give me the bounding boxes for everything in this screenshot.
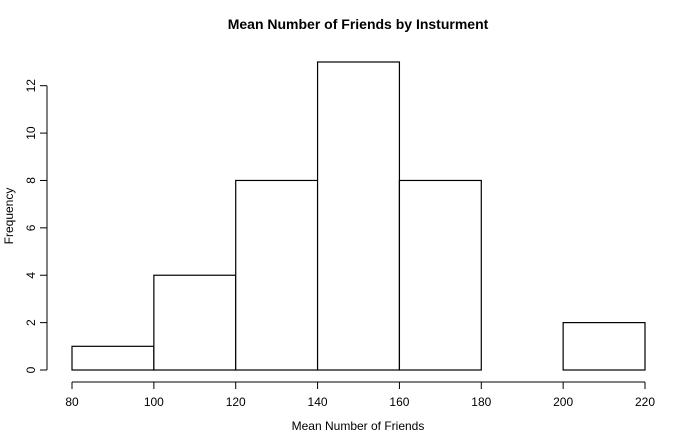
x-axis-label: Mean Number of Friends bbox=[292, 419, 425, 433]
chart-title: Mean Number of Friends by Insturment bbox=[228, 16, 489, 32]
x-tick-label: 180 bbox=[471, 395, 491, 409]
histogram-bar-160-180 bbox=[398, 179, 482, 371]
y-tick-label: 4 bbox=[24, 272, 38, 279]
y-tick-label: 12 bbox=[24, 79, 38, 93]
histogram-bar-120-140 bbox=[235, 179, 319, 371]
histogram-bar-80-100 bbox=[71, 345, 155, 371]
x-tick-label: 120 bbox=[226, 395, 246, 409]
y-axis-label: Frequency bbox=[2, 188, 16, 245]
x-axis: 80 100 120 140 160 180 200 220 bbox=[65, 381, 655, 409]
x-tick-label: 200 bbox=[553, 395, 573, 409]
histogram-bar-200-220 bbox=[562, 322, 646, 371]
x-tick-label: 100 bbox=[144, 395, 164, 409]
y-tick-label: 2 bbox=[24, 319, 38, 326]
x-tick-label: 80 bbox=[65, 395, 79, 409]
x-tick-label: 140 bbox=[308, 395, 328, 409]
histogram-bar-100-120 bbox=[153, 274, 237, 371]
x-tick-label: 220 bbox=[635, 395, 655, 409]
y-tick-label: 0 bbox=[24, 366, 38, 373]
y-tick-label: 10 bbox=[24, 126, 38, 140]
x-tick-label: 160 bbox=[389, 395, 409, 409]
y-tick-label: 6 bbox=[24, 224, 38, 231]
histogram-bar-140-160 bbox=[316, 61, 401, 371]
bars-group bbox=[71, 61, 646, 371]
y-tick-label: 8 bbox=[24, 177, 38, 184]
y-axis: 0 2 4 6 8 10 12 bbox=[24, 79, 48, 373]
